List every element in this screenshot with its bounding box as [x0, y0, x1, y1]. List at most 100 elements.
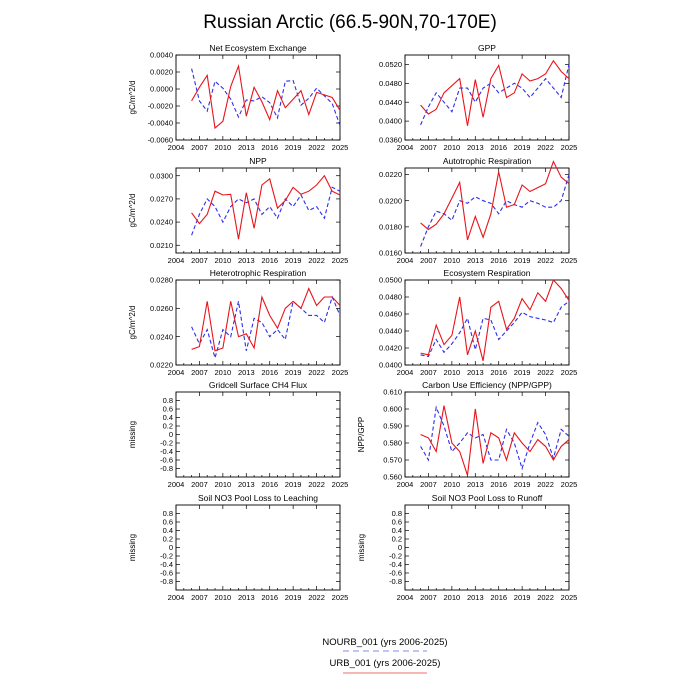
series-line-urb-001 [420, 405, 570, 476]
plot-frame [404, 167, 570, 254]
y-tick-label: 0.2 [163, 535, 173, 544]
y-tick-label: 0.0180 [379, 222, 402, 231]
x-tick-label: 2025 [561, 143, 578, 152]
x-tick-label: 2022 [308, 143, 325, 152]
x-tick-label: 2019 [285, 368, 302, 377]
y-tick-label: 0.570 [383, 456, 402, 465]
y-tick-label: 0.560 [383, 473, 402, 482]
chart-panel-1: GPP 2004 2007 2010 2013 2016 2019 2022 2025 0.036… [379, 43, 577, 152]
x-tick-label: 2016 [261, 480, 278, 489]
x-tick-label: 2025 [332, 256, 349, 265]
x-tick-label: 2016 [261, 143, 278, 152]
x-tick-label: 2004 [397, 593, 414, 602]
x-tick-label: 2019 [514, 256, 531, 265]
y-tick-label: 0.0480 [379, 79, 402, 88]
x-tick-label: 2004 [397, 256, 414, 265]
y-tick-label: 0.0260 [150, 304, 173, 313]
chart-panel-5: Ecosystem Respiration 2004 2007 2010 2013 201… [379, 268, 577, 377]
x-tick-label: 2007 [420, 368, 437, 377]
x-tick-label: 2016 [490, 593, 507, 602]
plot-frame [175, 279, 341, 366]
x-tick-label: 2010 [444, 368, 461, 377]
plot-frame [175, 167, 341, 254]
x-tick-label: 2013 [467, 143, 484, 152]
x-tick-label: 2019 [514, 143, 531, 152]
y-tick-label: 0.0460 [379, 310, 402, 319]
x-tick-label: 2007 [420, 480, 437, 489]
y-tick-label: 0.8 [163, 396, 173, 405]
x-tick-label: 2010 [215, 480, 232, 489]
series-line-urb-001 [420, 160, 570, 241]
y-tick-label: 0.0000 [150, 85, 173, 94]
x-tick-label: 2013 [238, 143, 255, 152]
series-line-urb-001 [420, 59, 570, 126]
legend-label-urb: URB_001 (yrs 2006-2025) [330, 658, 441, 669]
y-axis-label: NPP/GPP [357, 417, 366, 453]
x-tick-label: 2010 [444, 593, 461, 602]
series-line-urb-001 [420, 278, 570, 361]
plot-frame [404, 391, 570, 478]
y-tick-label: -0.0040 [148, 119, 173, 128]
y-tick-label: 0.2 [163, 422, 173, 431]
y-tick-label: -0.6 [160, 569, 173, 578]
chart-panel-4: Heterotrophic Respiration 2004 2007 2010 201… [128, 268, 348, 377]
x-tick-label: 2016 [490, 256, 507, 265]
y-tick-label: -0.8 [160, 577, 173, 586]
y-tick-label: -0.6 [160, 456, 173, 465]
y-tick-label: 0.0270 [150, 195, 173, 204]
x-tick-label: 2016 [490, 143, 507, 152]
y-tick-label: 0.0440 [379, 98, 402, 107]
x-tick-label: 2007 [191, 143, 208, 152]
series-line-nourb-001 [191, 68, 341, 126]
x-tick-label: 2004 [397, 143, 414, 152]
y-tick-label: -0.8 [160, 464, 173, 473]
y-tick-label: 0.0280 [150, 276, 173, 285]
x-tick-label: 2004 [168, 143, 185, 152]
chart-panel-9: Soil NO3 Pool Loss to Runoff 2004 2007 2010… [357, 493, 577, 602]
y-tick-label: 0 [398, 543, 402, 552]
panels-group: Net Ecosystem Exchange 2004 2007 2010 2013 20… [128, 43, 577, 602]
chart-panel-6: Gridcell Surface CH4 Flux 2004 2007 2010 201… [128, 380, 348, 489]
x-tick-label: 2025 [332, 143, 349, 152]
chart-panel-2: NPP 2004 2007 2010 2013 2016 2019 2022 2025 0.021… [128, 156, 348, 265]
y-tick-label: -0.4 [160, 560, 173, 569]
y-tick-label: 0.0360 [379, 136, 402, 145]
y-tick-label: 0.0480 [379, 293, 402, 302]
y-tick-label: 0.6 [163, 405, 173, 414]
y-tick-label: 0.0400 [379, 117, 402, 126]
y-tick-label: 0.0300 [150, 171, 173, 180]
y-tick-label: 0.0040 [150, 51, 173, 60]
plot-frame [404, 279, 570, 366]
x-tick-label: 2016 [261, 256, 278, 265]
y-axis-label: gC/m^2/d [128, 81, 137, 115]
x-tick-label: 2022 [308, 593, 325, 602]
x-tick-label: 2004 [397, 368, 414, 377]
x-tick-label: 2013 [238, 368, 255, 377]
x-tick-label: 2025 [561, 480, 578, 489]
plot-frame [175, 504, 341, 591]
x-tick-label: 2022 [308, 368, 325, 377]
plot-frame [404, 504, 570, 591]
y-tick-label: 0.0400 [379, 361, 402, 370]
y-tick-label: 0 [169, 430, 173, 439]
y-tick-label: 0.4 [163, 413, 173, 422]
chart-panel-0: Net Ecosystem Exchange 2004 2007 2010 2013 20… [128, 43, 348, 152]
y-tick-label: -0.4 [160, 447, 173, 456]
x-tick-label: 2007 [191, 593, 208, 602]
x-tick-label: 2025 [561, 593, 578, 602]
y-tick-label: -0.4 [389, 560, 402, 569]
y-axis-label: missing [128, 421, 137, 448]
panel-title: Heterotrophic Respiration [210, 268, 307, 278]
x-tick-label: 2019 [514, 368, 531, 377]
y-tick-label: 0.600 [383, 405, 402, 414]
panel-title: Soil NO3 Pool Loss to Leaching [198, 493, 318, 503]
x-tick-label: 2010 [444, 143, 461, 152]
y-tick-label: 0.4 [392, 526, 402, 535]
y-tick-label: 0.590 [383, 422, 402, 431]
plot-frame [175, 391, 341, 478]
x-tick-label: 2019 [285, 143, 302, 152]
x-tick-label: 2010 [215, 368, 232, 377]
x-tick-label: 2004 [168, 480, 185, 489]
panel-title: Carbon Use Efficiency (NPP/GPP) [422, 380, 552, 390]
